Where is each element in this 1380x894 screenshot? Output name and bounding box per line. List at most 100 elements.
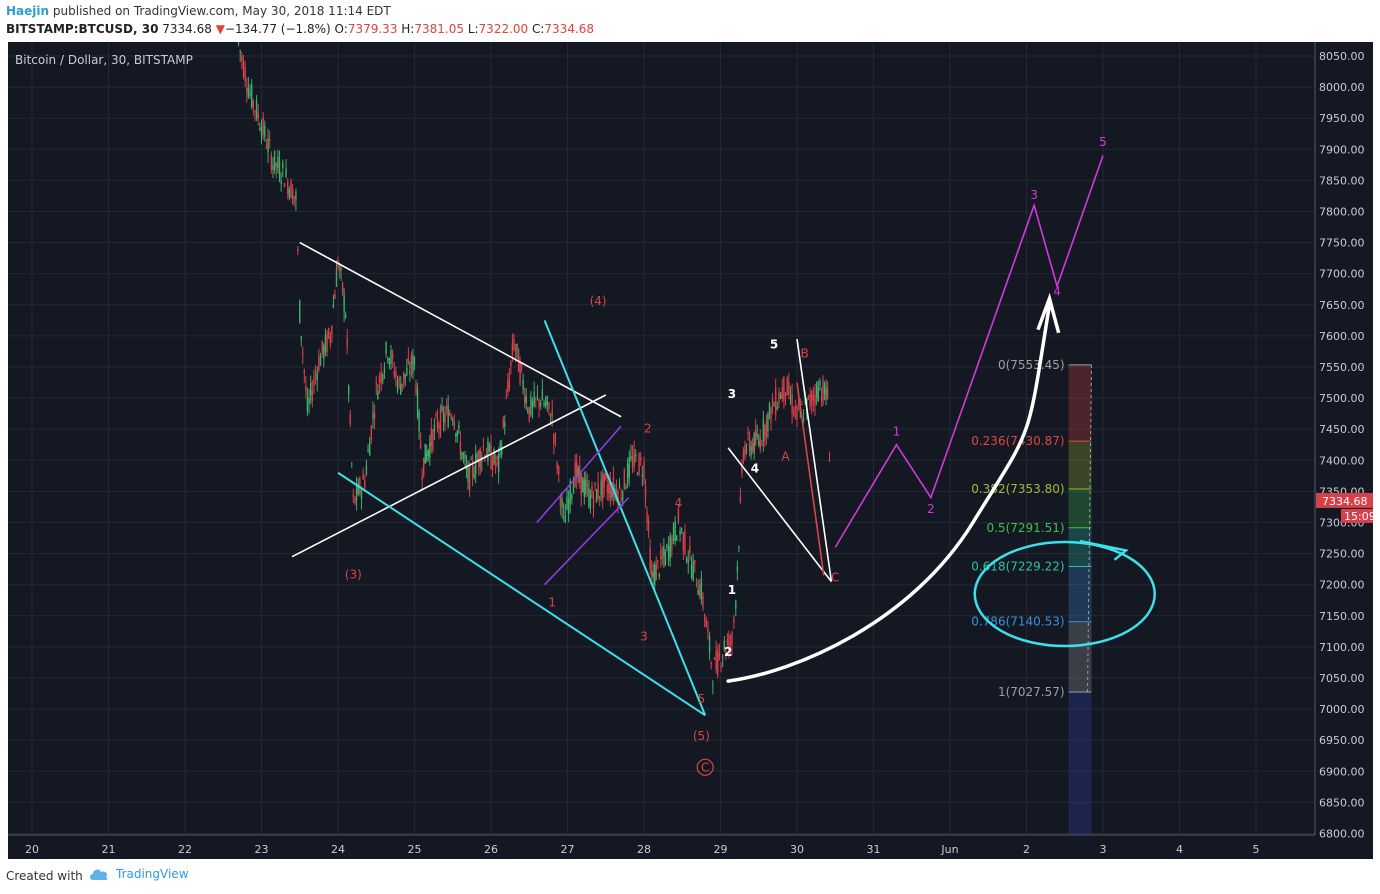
- candle-body: [468, 462, 471, 490]
- candle-body: [445, 406, 448, 409]
- candle-body: [383, 367, 386, 374]
- candle-body: [306, 397, 309, 412]
- x-tick-label: 26: [484, 843, 498, 856]
- candle-body: [491, 461, 494, 470]
- candle-body: [801, 403, 803, 406]
- candle-body: [530, 395, 532, 416]
- candle-body: [664, 551, 667, 565]
- candle-body: [783, 376, 785, 401]
- candle-body: [601, 474, 604, 499]
- candle-body: [684, 530, 686, 554]
- candle-body: [802, 418, 805, 420]
- candle-body: [297, 248, 299, 252]
- trendlines[interactable]: [291, 155, 1156, 717]
- chart-header: Haejin published on TradingView.com, May…: [0, 0, 1380, 42]
- candle-body: [809, 394, 811, 406]
- candle-body: [585, 479, 587, 495]
- candle-body: [241, 55, 243, 61]
- candle-body: [404, 374, 407, 378]
- projection-curve-arrow: [726, 303, 1052, 683]
- candle-body: [742, 450, 745, 459]
- candle-body: [501, 446, 503, 455]
- candle-body: [700, 578, 703, 600]
- candle-body: [444, 415, 446, 423]
- tradingview-brand[interactable]: TradingView: [88, 867, 189, 881]
- candle-body: [768, 403, 771, 413]
- candle-body: [733, 619, 735, 623]
- candle-body: [288, 188, 291, 198]
- candle-body: [609, 480, 612, 499]
- candle-body: [611, 490, 613, 498]
- candle-body: [467, 468, 469, 482]
- candle-body: [764, 425, 766, 441]
- candle-body: [748, 437, 751, 451]
- y-tick-label: 7600.00: [1319, 330, 1365, 343]
- wave-label: B: [801, 347, 809, 361]
- candle-body: [267, 138, 269, 153]
- candle-body: [393, 370, 395, 377]
- candle-body: [290, 180, 292, 199]
- y-tick-label: 7450.00: [1319, 423, 1365, 436]
- candle-body: [309, 382, 312, 396]
- candle-body: [478, 450, 480, 467]
- candle-body: [815, 382, 818, 399]
- candle-body: [765, 420, 768, 436]
- candle-body: [242, 60, 245, 77]
- arrow-head-icon: [1036, 292, 1061, 334]
- candle-body: [558, 466, 560, 475]
- candle-body: [305, 386, 307, 391]
- wave-label: (4): [590, 294, 607, 308]
- candle-body: [692, 561, 694, 581]
- candle-body: [548, 402, 550, 409]
- candle-body: [689, 546, 691, 553]
- candle-body: [365, 465, 368, 474]
- candle-body: [268, 139, 271, 141]
- candle-body: [554, 436, 557, 438]
- publish-info: published on TradingView.com, May 30, 20…: [52, 4, 391, 18]
- open-label: O:: [334, 22, 348, 36]
- candle-body: [591, 485, 593, 498]
- candle-body: [412, 354, 414, 373]
- candle-body: [535, 397, 537, 399]
- y-tick-label: 7550.00: [1319, 361, 1365, 374]
- candle-body: [280, 180, 282, 184]
- candle-body: [452, 419, 454, 421]
- candle-body: [487, 441, 489, 462]
- candle-body: [335, 269, 338, 287]
- candle-body: [697, 589, 699, 596]
- candle-body: [447, 406, 449, 428]
- candle-body: [592, 497, 595, 509]
- candle-body: [582, 478, 584, 493]
- fib-level-label: 1(7027.57): [998, 685, 1065, 699]
- y-tick-label: 7500.00: [1319, 392, 1365, 405]
- candle-body: [299, 300, 301, 323]
- candle-body: [638, 453, 640, 475]
- fib-zone: [1068, 441, 1092, 490]
- chart-area[interactable]: 0(7553.45) 0.236(7430.87) 0.382(7353.80) 0.…: [8, 42, 1373, 859]
- candle-body: [738, 546, 740, 548]
- x-tick-label: 31: [867, 843, 881, 856]
- candle-body: [657, 560, 659, 562]
- candle-body: [528, 407, 530, 421]
- candle-body: [626, 463, 629, 483]
- candle-body: [721, 656, 724, 658]
- candle-body: [442, 412, 445, 423]
- x-tick-label: Jun: [940, 843, 958, 856]
- candle-body: [672, 524, 675, 541]
- y-tick-label: 7200.00: [1319, 579, 1365, 592]
- candle-body: [510, 361, 512, 366]
- candle-body: [720, 666, 722, 668]
- candle-body: [421, 476, 423, 481]
- candle-body: [788, 381, 790, 396]
- axes[interactable]: 8050.00 8000.00 7950.00 7900.00 7850.00 7800.…: [8, 42, 1373, 856]
- brand-label: TradingView: [116, 867, 189, 881]
- trendline: [727, 447, 833, 583]
- price-chart[interactable]: 0(7553.45) 0.236(7430.87) 0.382(7353.80) 0.…: [8, 42, 1373, 859]
- fib-zone: [1068, 489, 1092, 528]
- candle-body: [617, 490, 619, 504]
- author-name[interactable]: Haejin: [6, 4, 50, 18]
- candle-body: [396, 380, 399, 392]
- candle-body: [583, 480, 586, 497]
- candle-body: [343, 294, 345, 312]
- candle-body: [750, 446, 752, 456]
